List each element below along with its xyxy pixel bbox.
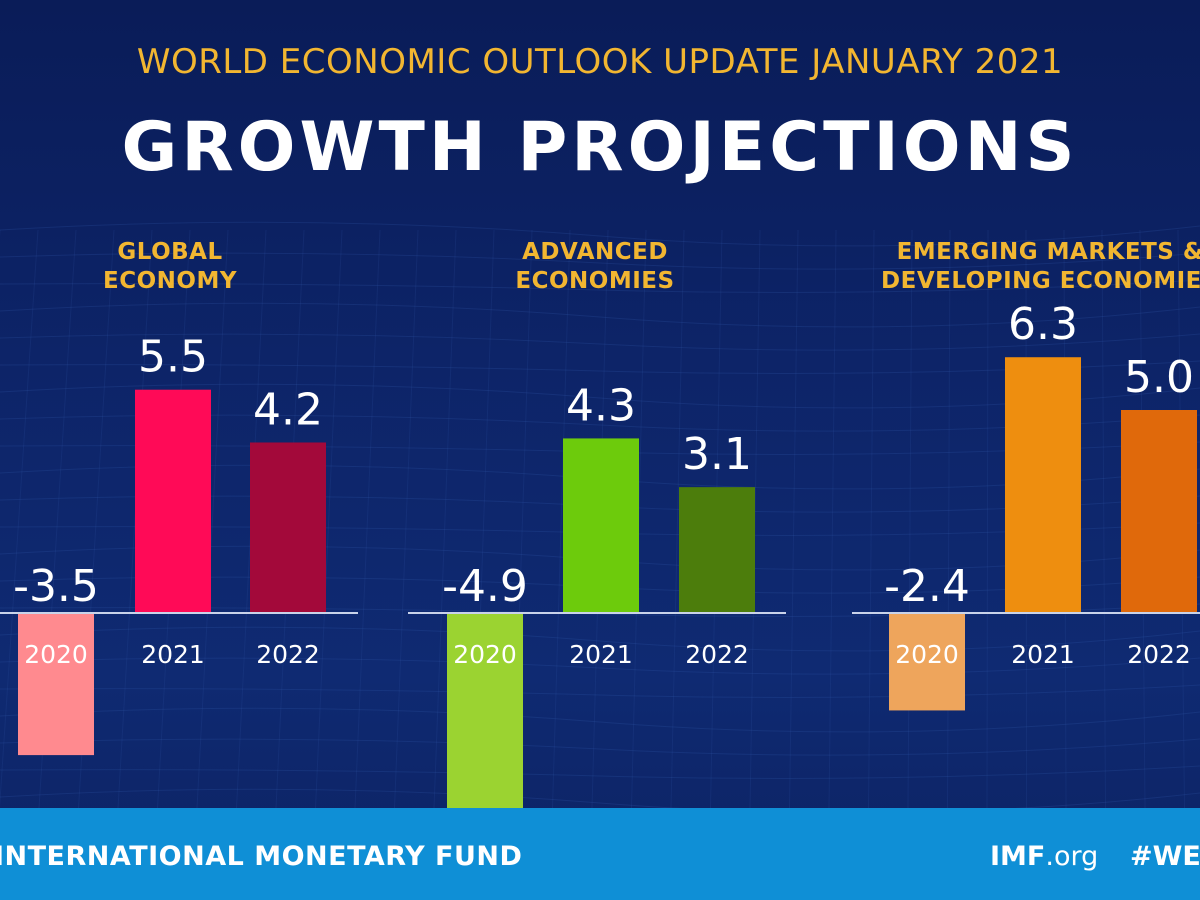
- site-domain: .org: [1045, 841, 1099, 872]
- grid-line: [868, 229, 875, 809]
- grid-line: [789, 229, 799, 809]
- bar-2022: [679, 487, 755, 613]
- report-subtitle: WORLD ECONOMIC OUTLOOK UPDATE JANUARY 20…: [136, 42, 1064, 82]
- category-label: 2021: [141, 640, 205, 669]
- grid-line: [0, 279, 1200, 293]
- data-label: 3.1: [682, 429, 752, 480]
- category-label: 2021: [569, 640, 633, 669]
- grid-line: [947, 229, 951, 809]
- grid-line: [394, 229, 419, 809]
- grid-line: [0, 765, 1200, 779]
- chart-title-line: ADVANCED: [522, 239, 668, 265]
- category-label: 2021: [1011, 640, 1075, 669]
- chart-title-line: GLOBAL: [117, 239, 223, 265]
- data-label: 5.5: [138, 332, 208, 383]
- grid-line: [0, 333, 1200, 351]
- bar-2021: [563, 438, 639, 613]
- bar-chart-1: -4.9 2020 4.3 2021 3.1 2022: [408, 380, 786, 812]
- page-title: GROWTH PROJECTIONS: [121, 108, 1079, 187]
- chart-title-advanced: ADVANCED ECONOMIES: [450, 238, 740, 296]
- grid-line: [196, 229, 229, 809]
- grid-line: [0, 302, 1200, 328]
- chart-title-emerging: EMERGING MARKETS & DEVELOPING ECONOMIES: [850, 238, 1200, 296]
- bar-2020: [889, 613, 965, 711]
- site-name: IMF: [990, 841, 1046, 872]
- grid-line: [0, 738, 1200, 756]
- grid-line: [1101, 229, 1106, 809]
- chart-title-line: DEVELOPING ECONOMIES: [881, 268, 1200, 294]
- category-label: 2022: [685, 640, 749, 669]
- data-label: 4.3: [566, 380, 636, 431]
- bar-2021: [1005, 357, 1081, 613]
- bar-2020: [18, 613, 94, 756]
- footer-bar: INTERNATIONAL MONETARY FUND IMF.org #WEO: [0, 808, 1200, 900]
- chart-title-line: ECONOMIES: [515, 268, 675, 294]
- category-label: 2022: [256, 640, 320, 669]
- data-label: 6.3: [1008, 299, 1078, 350]
- category-label: 2020: [895, 640, 959, 669]
- bar-2021: [135, 389, 211, 613]
- grid-line: [433, 229, 457, 809]
- footer-website-link[interactable]: IMF.org: [990, 841, 1098, 872]
- grid-line: [0, 229, 39, 809]
- grid-line: [907, 229, 913, 809]
- category-label: 2022: [1127, 640, 1191, 669]
- grid-line: [552, 229, 571, 809]
- footer-organization: INTERNATIONAL MONETARY FUND: [0, 841, 523, 872]
- grid-line: [670, 229, 685, 809]
- grid-line: [0, 626, 1200, 652]
- data-label: -2.4: [884, 561, 970, 612]
- grid-line: [354, 229, 381, 809]
- grid-line: [0, 221, 1200, 247]
- bar-2020: [447, 613, 523, 812]
- category-label: 2020: [24, 640, 88, 669]
- chart-title-line: EMERGING MARKETS &: [896, 239, 1200, 265]
- grid-line: [0, 684, 1200, 698]
- chart-title-line: ECONOMY: [103, 268, 237, 294]
- data-label: -4.9: [442, 561, 528, 612]
- bar-chart-0: -3.5 2020 5.5 2021 4.2 2022: [0, 332, 358, 756]
- footer-hashtag[interactable]: #WEO: [1130, 841, 1200, 872]
- bar-2022: [1121, 410, 1197, 613]
- bar-charts: -3.5 2020 5.5 2021 4.2 2022 -4.9 2020 4.3 2021 3.1…: [0, 299, 1200, 812]
- bar-2022: [250, 442, 326, 613]
- bar-chart-2: -2.4 2020 6.3 2021 5.0 2022: [852, 299, 1200, 711]
- data-label: -3.5: [13, 561, 99, 612]
- grid-line: [315, 229, 343, 809]
- data-label: 4.2: [253, 384, 323, 435]
- grid-line: [0, 657, 1200, 675]
- grid-line: [0, 252, 1200, 270]
- grid-line: [828, 229, 837, 809]
- category-label: 2020: [453, 640, 517, 669]
- grid-line: [0, 707, 1200, 733]
- data-label: 5.0: [1124, 352, 1194, 403]
- chart-title-global: GLOBAL ECONOMY: [30, 238, 310, 296]
- grid-line: [986, 229, 989, 809]
